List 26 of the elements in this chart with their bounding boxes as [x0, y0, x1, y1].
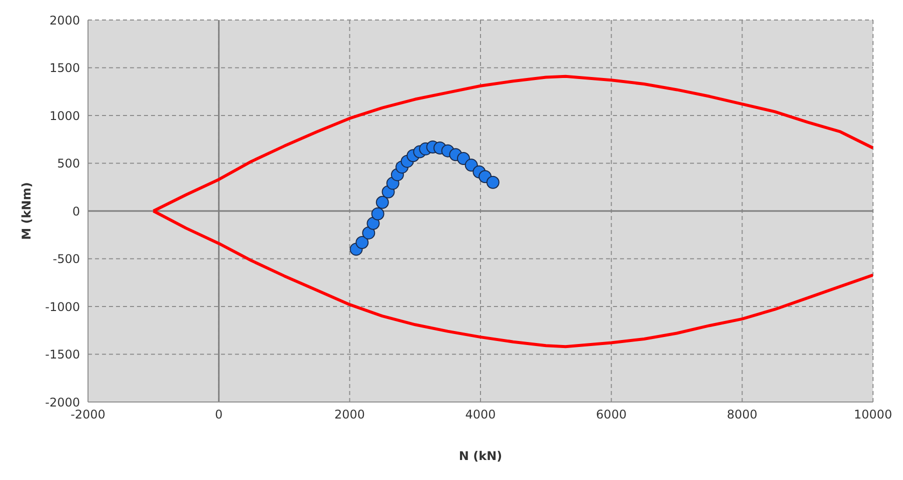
x-tick-label: 4000	[465, 408, 496, 422]
point	[376, 196, 389, 209]
point	[371, 207, 384, 220]
y-tick-label: 0	[72, 204, 80, 218]
point	[456, 152, 470, 165]
point	[356, 236, 369, 250]
x-tick-label: 10000	[854, 408, 892, 422]
x-tick-label: 0	[215, 408, 223, 422]
point	[362, 226, 376, 240]
y-tick-label: 2000	[49, 13, 80, 28]
point	[464, 158, 478, 172]
y-tick-label: 1000	[49, 108, 80, 123]
y-tick-label: -2000	[45, 395, 80, 410]
y-tick-label: -1500	[45, 348, 80, 362]
x-tick-label: -2000	[70, 408, 106, 422]
y-tick-label: 1500	[49, 61, 80, 76]
x-tick-label: 2000	[334, 408, 365, 422]
point	[366, 216, 380, 230]
point	[486, 176, 500, 189]
x-tick-label: 8000	[726, 408, 758, 422]
y-axis-title: M (kNm)	[19, 182, 34, 240]
y-tick-label: -500	[52, 252, 80, 266]
x-tick-label: 6000	[596, 408, 627, 422]
y-tick-label: -1000	[45, 300, 80, 314]
y-tick-label: 500	[57, 156, 80, 171]
x-axis-title: N (kN)	[458, 449, 502, 463]
